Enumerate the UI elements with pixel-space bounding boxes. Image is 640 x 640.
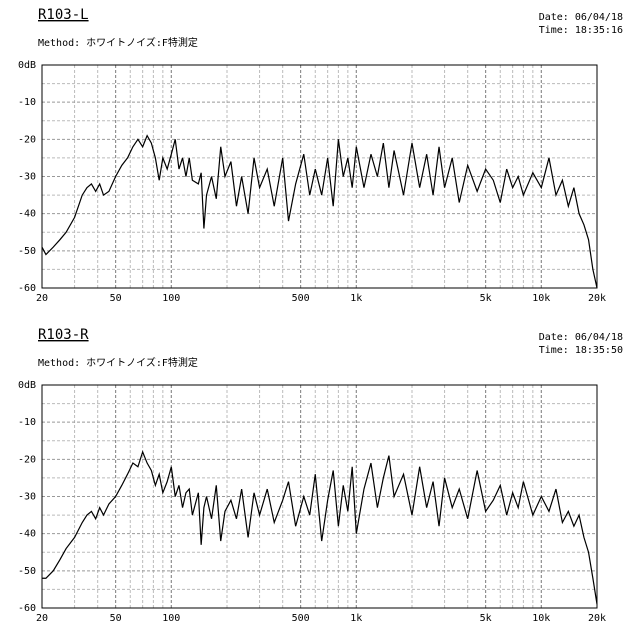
- y-tick-label: -20: [18, 454, 36, 465]
- x-tick-label: 20: [36, 293, 48, 304]
- y-tick-label: -40: [18, 209, 36, 220]
- x-tick-label: 1k: [350, 613, 362, 624]
- x-tick-label: 500: [292, 293, 310, 304]
- y-tick-label: -50: [18, 566, 36, 577]
- y-tick-label: -30: [18, 492, 36, 503]
- response-line: [42, 450, 598, 605]
- y-tick-label: 0dB: [18, 380, 36, 391]
- response-line: [41, 134, 598, 289]
- y-tick-label: 0dB: [18, 60, 36, 71]
- x-tick-label: 10k: [532, 293, 550, 304]
- x-tick-label: 5k: [480, 293, 492, 304]
- x-tick-label: 20k: [588, 613, 606, 624]
- x-tick-label: 100: [162, 293, 180, 304]
- time-label: Time: 18:35:16: [539, 25, 623, 36]
- chart-subtitle: Method: ホワイトノイズ:F特測定: [38, 36, 198, 49]
- date-label: Date: 06/04/18: [539, 332, 623, 343]
- y-tick-label: -60: [18, 603, 36, 614]
- y-tick-label: -10: [18, 97, 36, 108]
- time-label: Time: 18:35:50: [539, 345, 623, 356]
- x-tick-label: 20k: [588, 293, 606, 304]
- x-tick-label: 20: [36, 613, 48, 624]
- y-tick-label: -50: [18, 246, 36, 257]
- plot-frame: [41, 64, 598, 289]
- chart-title: R103-R: [38, 327, 89, 343]
- x-tick-label: 50: [110, 293, 122, 304]
- x-tick-label: 10k: [532, 613, 550, 624]
- plot-frame: [41, 384, 598, 609]
- y-tick-label: -40: [18, 529, 36, 540]
- x-tick-label: 5k: [480, 613, 492, 624]
- x-tick-label: 50: [110, 613, 122, 624]
- x-tick-label: 100: [162, 613, 180, 624]
- chart-title: R103-L: [38, 7, 89, 23]
- chart-subtitle: Method: ホワイトノイズ:F特測定: [38, 356, 198, 369]
- x-tick-label: 1k: [350, 293, 362, 304]
- x-tick-label: 500: [292, 613, 310, 624]
- y-tick-label: -20: [18, 134, 36, 145]
- y-tick-label: -10: [18, 417, 36, 428]
- y-tick-label: -60: [18, 283, 36, 294]
- y-tick-label: -30: [18, 172, 36, 183]
- date-label: Date: 06/04/18: [539, 12, 623, 23]
